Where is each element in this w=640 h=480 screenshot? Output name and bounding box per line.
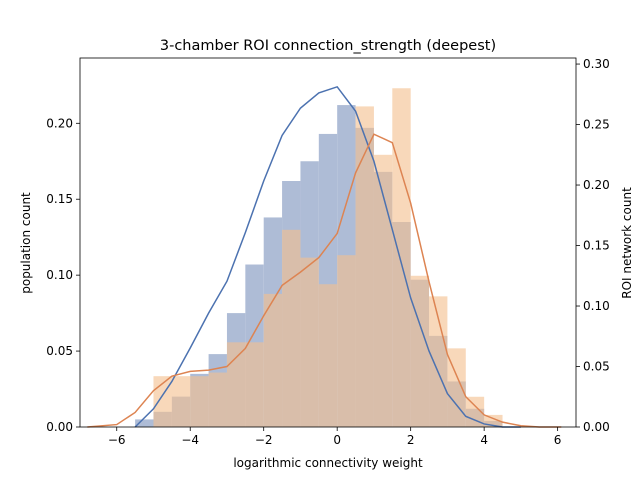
- right-y-axis-label: ROI network count: [620, 187, 634, 299]
- left-y-tick-label: 0.15: [46, 192, 73, 206]
- right-y-axis-ticks: 0.00 0.05 0.10 0.15 0.20 0.25 0.30: [576, 57, 610, 434]
- right-y-tick-label: 0.00: [583, 420, 610, 434]
- left-y-tick-label: 0.05: [46, 344, 73, 358]
- left-y-axis-ticks: 0.00 0.05 0.10 0.15 0.20: [46, 116, 80, 434]
- roi-network-bar-9: [355, 106, 374, 428]
- x-axis-label: logarithmic connectivity weight: [233, 456, 423, 470]
- x-tick-label: −4: [181, 433, 199, 447]
- right-y-tick-label: 0.15: [583, 239, 610, 253]
- roi-network-bar-7: [318, 284, 338, 427]
- population-kde-line: [134, 85, 521, 428]
- population-bar-0: [135, 419, 154, 427]
- roi-network-bar-13: [429, 296, 448, 427]
- plot-frame: [79, 57, 577, 428]
- right-y-tick-label: 0.05: [583, 360, 610, 374]
- x-tick-label: −6: [108, 433, 126, 447]
- x-tick-label: 6: [554, 433, 562, 447]
- right-y-tick-label: 0.30: [583, 57, 610, 71]
- left-y-tick-label: 0.10: [46, 268, 73, 282]
- roi-network-histogram-bars: [153, 88, 503, 428]
- left-y-tick-label: 0.20: [46, 116, 73, 130]
- roi-network-bar-0: [153, 376, 191, 427]
- x-tick-label: 4: [480, 433, 488, 447]
- roi-network-bar-5: [282, 229, 301, 427]
- roi-network-bar-3: [226, 342, 264, 427]
- x-tick-label: 0: [333, 433, 341, 447]
- roi-network-bar-4: [263, 293, 283, 427]
- right-y-tick-label: 0.20: [583, 178, 610, 192]
- x-tick-label: −2: [255, 433, 273, 447]
- x-axis-ticks: −6 −4 −2 0 2 4 6: [108, 427, 562, 447]
- x-tick-label: 2: [407, 433, 415, 447]
- roi-network-bar-2: [208, 372, 227, 427]
- roi-network-bar-8: [337, 255, 356, 427]
- left-y-tick-label: 0.00: [46, 420, 73, 434]
- roi-network-bar-11: [392, 88, 411, 427]
- chart-title: 3-chamber ROI connection_strength (deepe…: [160, 38, 496, 54]
- right-y-tick-label: 0.10: [583, 299, 610, 313]
- roi-network-bar-6: [300, 257, 319, 427]
- right-y-tick-label: 0.25: [583, 118, 610, 132]
- roi-network-kde-line: [87, 133, 562, 428]
- roi-network-bar-1: [190, 376, 209, 427]
- roi-network-bar-14: [447, 348, 466, 427]
- left-y-axis-label: population count: [19, 192, 33, 294]
- roi-network-bar-12: [410, 275, 430, 427]
- roi-network-bar-10: [373, 154, 393, 428]
- roi-network-bar-15: [465, 396, 485, 427]
